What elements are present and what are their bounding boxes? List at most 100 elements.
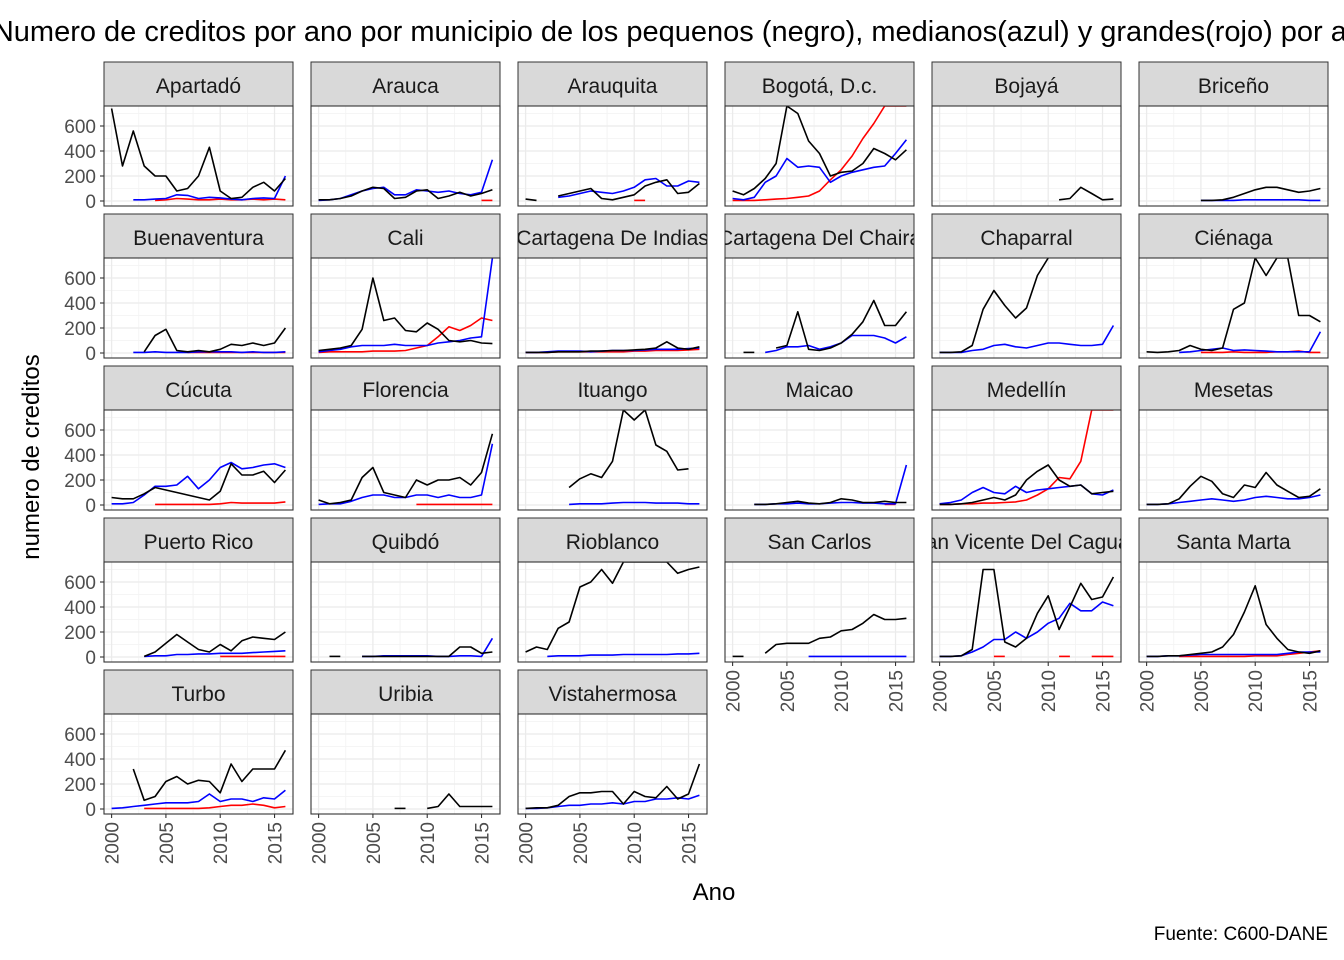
series-line-pequenos: [754, 498, 907, 506]
plot-area: [311, 410, 500, 510]
panel-border: [517, 409, 708, 511]
y-tick-label: 600: [64, 421, 96, 442]
gridlines: [725, 258, 914, 358]
source-caption: Fuente: C600-DANE: [1154, 924, 1328, 945]
x-tick-label: 2000: [1138, 670, 1159, 712]
series-line-pequenos: [764, 613, 907, 654]
x-tick-label: 2015: [1094, 670, 1115, 712]
facet-label: Puerto Rico: [144, 531, 254, 554]
series-group: [1146, 585, 1321, 658]
panel-border: [310, 105, 501, 207]
series-group: [133, 327, 287, 354]
series-group: [732, 613, 907, 658]
gridlines: [725, 106, 914, 206]
panel-turbo: Turbo 0 200 400 600: [64, 669, 294, 821]
facet-strip: [517, 213, 708, 259]
series-group: [525, 763, 701, 810]
series-line-pequenos: [1146, 258, 1321, 354]
series-group: [939, 410, 1114, 506]
facet-strip: [310, 61, 501, 107]
gridlines: [104, 410, 293, 510]
series-group: [732, 106, 908, 202]
series-line-pequenos: [525, 562, 700, 653]
series-line-pequenos: [318, 277, 493, 352]
facet-strip: [103, 517, 294, 563]
series-line-grandes: [1179, 650, 1321, 658]
series-line-pequenos: [558, 179, 700, 201]
panel-border: [517, 561, 708, 663]
gridlines: [932, 562, 1121, 662]
x-axes: 2000 2005 2010 2015 2000 2005 2010 2015 2000 2005…: [103, 662, 1322, 864]
x-tick-label: 2005: [985, 670, 1006, 712]
panel-florencia: Florencia: [310, 365, 501, 511]
series-line-pequenos: [1146, 585, 1321, 658]
facet-label: Briceño: [1198, 75, 1269, 98]
facet-label: Rioblanco: [566, 531, 659, 554]
series-line-pequenos: [110, 108, 287, 200]
series-line-pequenos: [568, 410, 689, 489]
series-group: [754, 464, 908, 506]
gridlines: [932, 258, 1121, 358]
plot-area: [1139, 562, 1328, 662]
facet-label: Arauca: [372, 75, 439, 98]
y-tick-label: 200: [64, 775, 96, 796]
x-axis-vistahermosa: 2000 2005 2010 2015: [517, 814, 701, 864]
x-tick-label: 2010: [1246, 670, 1267, 712]
facet-strip: [1138, 517, 1329, 563]
plot-area: [104, 106, 293, 206]
plot-area: [932, 410, 1121, 510]
series-line-pequenos: [362, 646, 493, 658]
x-tick-label: 2005: [571, 822, 592, 864]
facet-strip: [103, 669, 294, 715]
gridlines: [104, 258, 293, 358]
series-line-pequenos: [525, 763, 701, 810]
facet-label: Medellín: [987, 379, 1066, 402]
series-group: [939, 568, 1115, 658]
panel-vistahermosa: Vistahermosa: [517, 669, 708, 815]
x-tick-label: 2000: [310, 822, 331, 864]
y-tick-label: 400: [64, 142, 96, 163]
series-line-medianos: [558, 177, 700, 199]
plot-area: [1139, 410, 1328, 510]
y-tick-label: 400: [64, 598, 96, 619]
series-line-grandes: [318, 317, 493, 354]
panel-apartado: Apartadó 0 200 400 600: [64, 61, 294, 213]
y-tick-label: 200: [64, 167, 96, 188]
y-axis-title: numero de creditos: [18, 354, 45, 559]
series-line-medianos: [569, 501, 700, 506]
y-tick-label: 600: [64, 269, 96, 290]
y-tick-label: 200: [64, 319, 96, 340]
x-tick-label: 2015: [887, 670, 908, 712]
facet-label: Florencia: [362, 379, 449, 402]
x-tick-label: 2015: [473, 822, 494, 864]
x-tick-label: 2010: [211, 822, 232, 864]
series-line-medianos: [133, 175, 287, 201]
panel-rioblanco: Rioblanco: [517, 517, 708, 663]
panel-puerto-rico: Puerto Rico 0 200 400 600: [64, 517, 294, 669]
panel-border: [724, 409, 915, 511]
facet-strip: [517, 365, 708, 411]
series-group: [1059, 186, 1114, 201]
plot-area: [932, 106, 1121, 206]
series-group: [110, 108, 287, 202]
facet-strip: [310, 365, 501, 411]
panel-santa-marta: Santa Marta: [1138, 517, 1329, 663]
x-axis-turbo: 2000 2005 2010 2015: [103, 814, 287, 864]
gridlines: [311, 106, 500, 206]
facet-label: Mesetas: [1194, 379, 1273, 402]
x-tick-label: 2005: [157, 822, 178, 864]
y-tick-label: 200: [64, 623, 96, 644]
series-group: [394, 793, 493, 810]
panel-border: [103, 561, 294, 663]
x-axis-san-carlos: 2000 2005 2010 2015: [724, 662, 908, 712]
y-tick-label: 400: [64, 294, 96, 315]
series-line-medianos: [732, 139, 908, 201]
y-tick-label: 0: [85, 192, 96, 213]
series-line-grandes: [144, 803, 286, 810]
series-line-pequenos: [939, 568, 1115, 658]
facet-strip: [724, 213, 915, 259]
panel-ituango: Ituango: [517, 365, 708, 511]
panel-arauca: Arauca: [310, 61, 501, 207]
gridlines: [518, 562, 707, 662]
x-tick-label: 2015: [1301, 670, 1322, 712]
